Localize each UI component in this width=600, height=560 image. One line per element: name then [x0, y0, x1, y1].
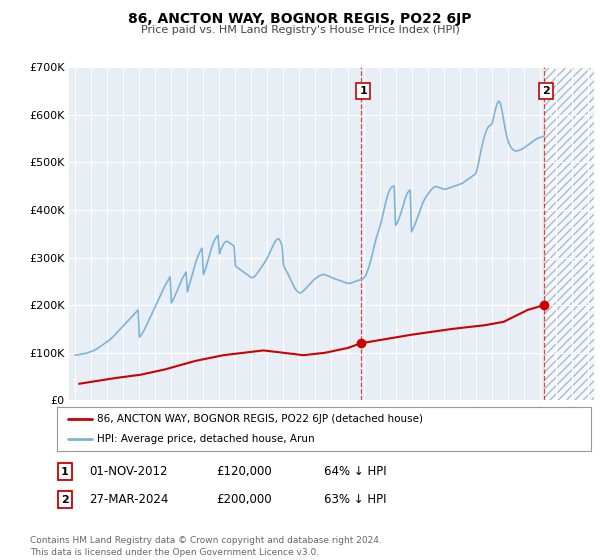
- Text: 2: 2: [61, 494, 68, 505]
- Text: Contains HM Land Registry data © Crown copyright and database right 2024.
This d: Contains HM Land Registry data © Crown c…: [30, 536, 382, 557]
- Text: 64% ↓ HPI: 64% ↓ HPI: [324, 465, 386, 478]
- Text: HPI: Average price, detached house, Arun: HPI: Average price, detached house, Arun: [97, 434, 314, 444]
- Text: 63% ↓ HPI: 63% ↓ HPI: [324, 493, 386, 506]
- Text: 1: 1: [61, 466, 68, 477]
- Text: £120,000: £120,000: [216, 465, 272, 478]
- Text: 86, ANCTON WAY, BOGNOR REGIS, PO22 6JP (detached house): 86, ANCTON WAY, BOGNOR REGIS, PO22 6JP (…: [97, 414, 423, 424]
- Text: 2: 2: [542, 86, 550, 96]
- Text: 27-MAR-2024: 27-MAR-2024: [89, 493, 168, 506]
- Bar: [544, 67, 596, 400]
- Bar: [544, 67, 596, 400]
- Text: 1: 1: [359, 86, 367, 96]
- Text: 86, ANCTON WAY, BOGNOR REGIS, PO22 6JP: 86, ANCTON WAY, BOGNOR REGIS, PO22 6JP: [128, 12, 472, 26]
- Text: Price paid vs. HM Land Registry's House Price Index (HPI): Price paid vs. HM Land Registry's House …: [140, 25, 460, 35]
- Text: 01-NOV-2012: 01-NOV-2012: [89, 465, 167, 478]
- Text: £200,000: £200,000: [216, 493, 272, 506]
